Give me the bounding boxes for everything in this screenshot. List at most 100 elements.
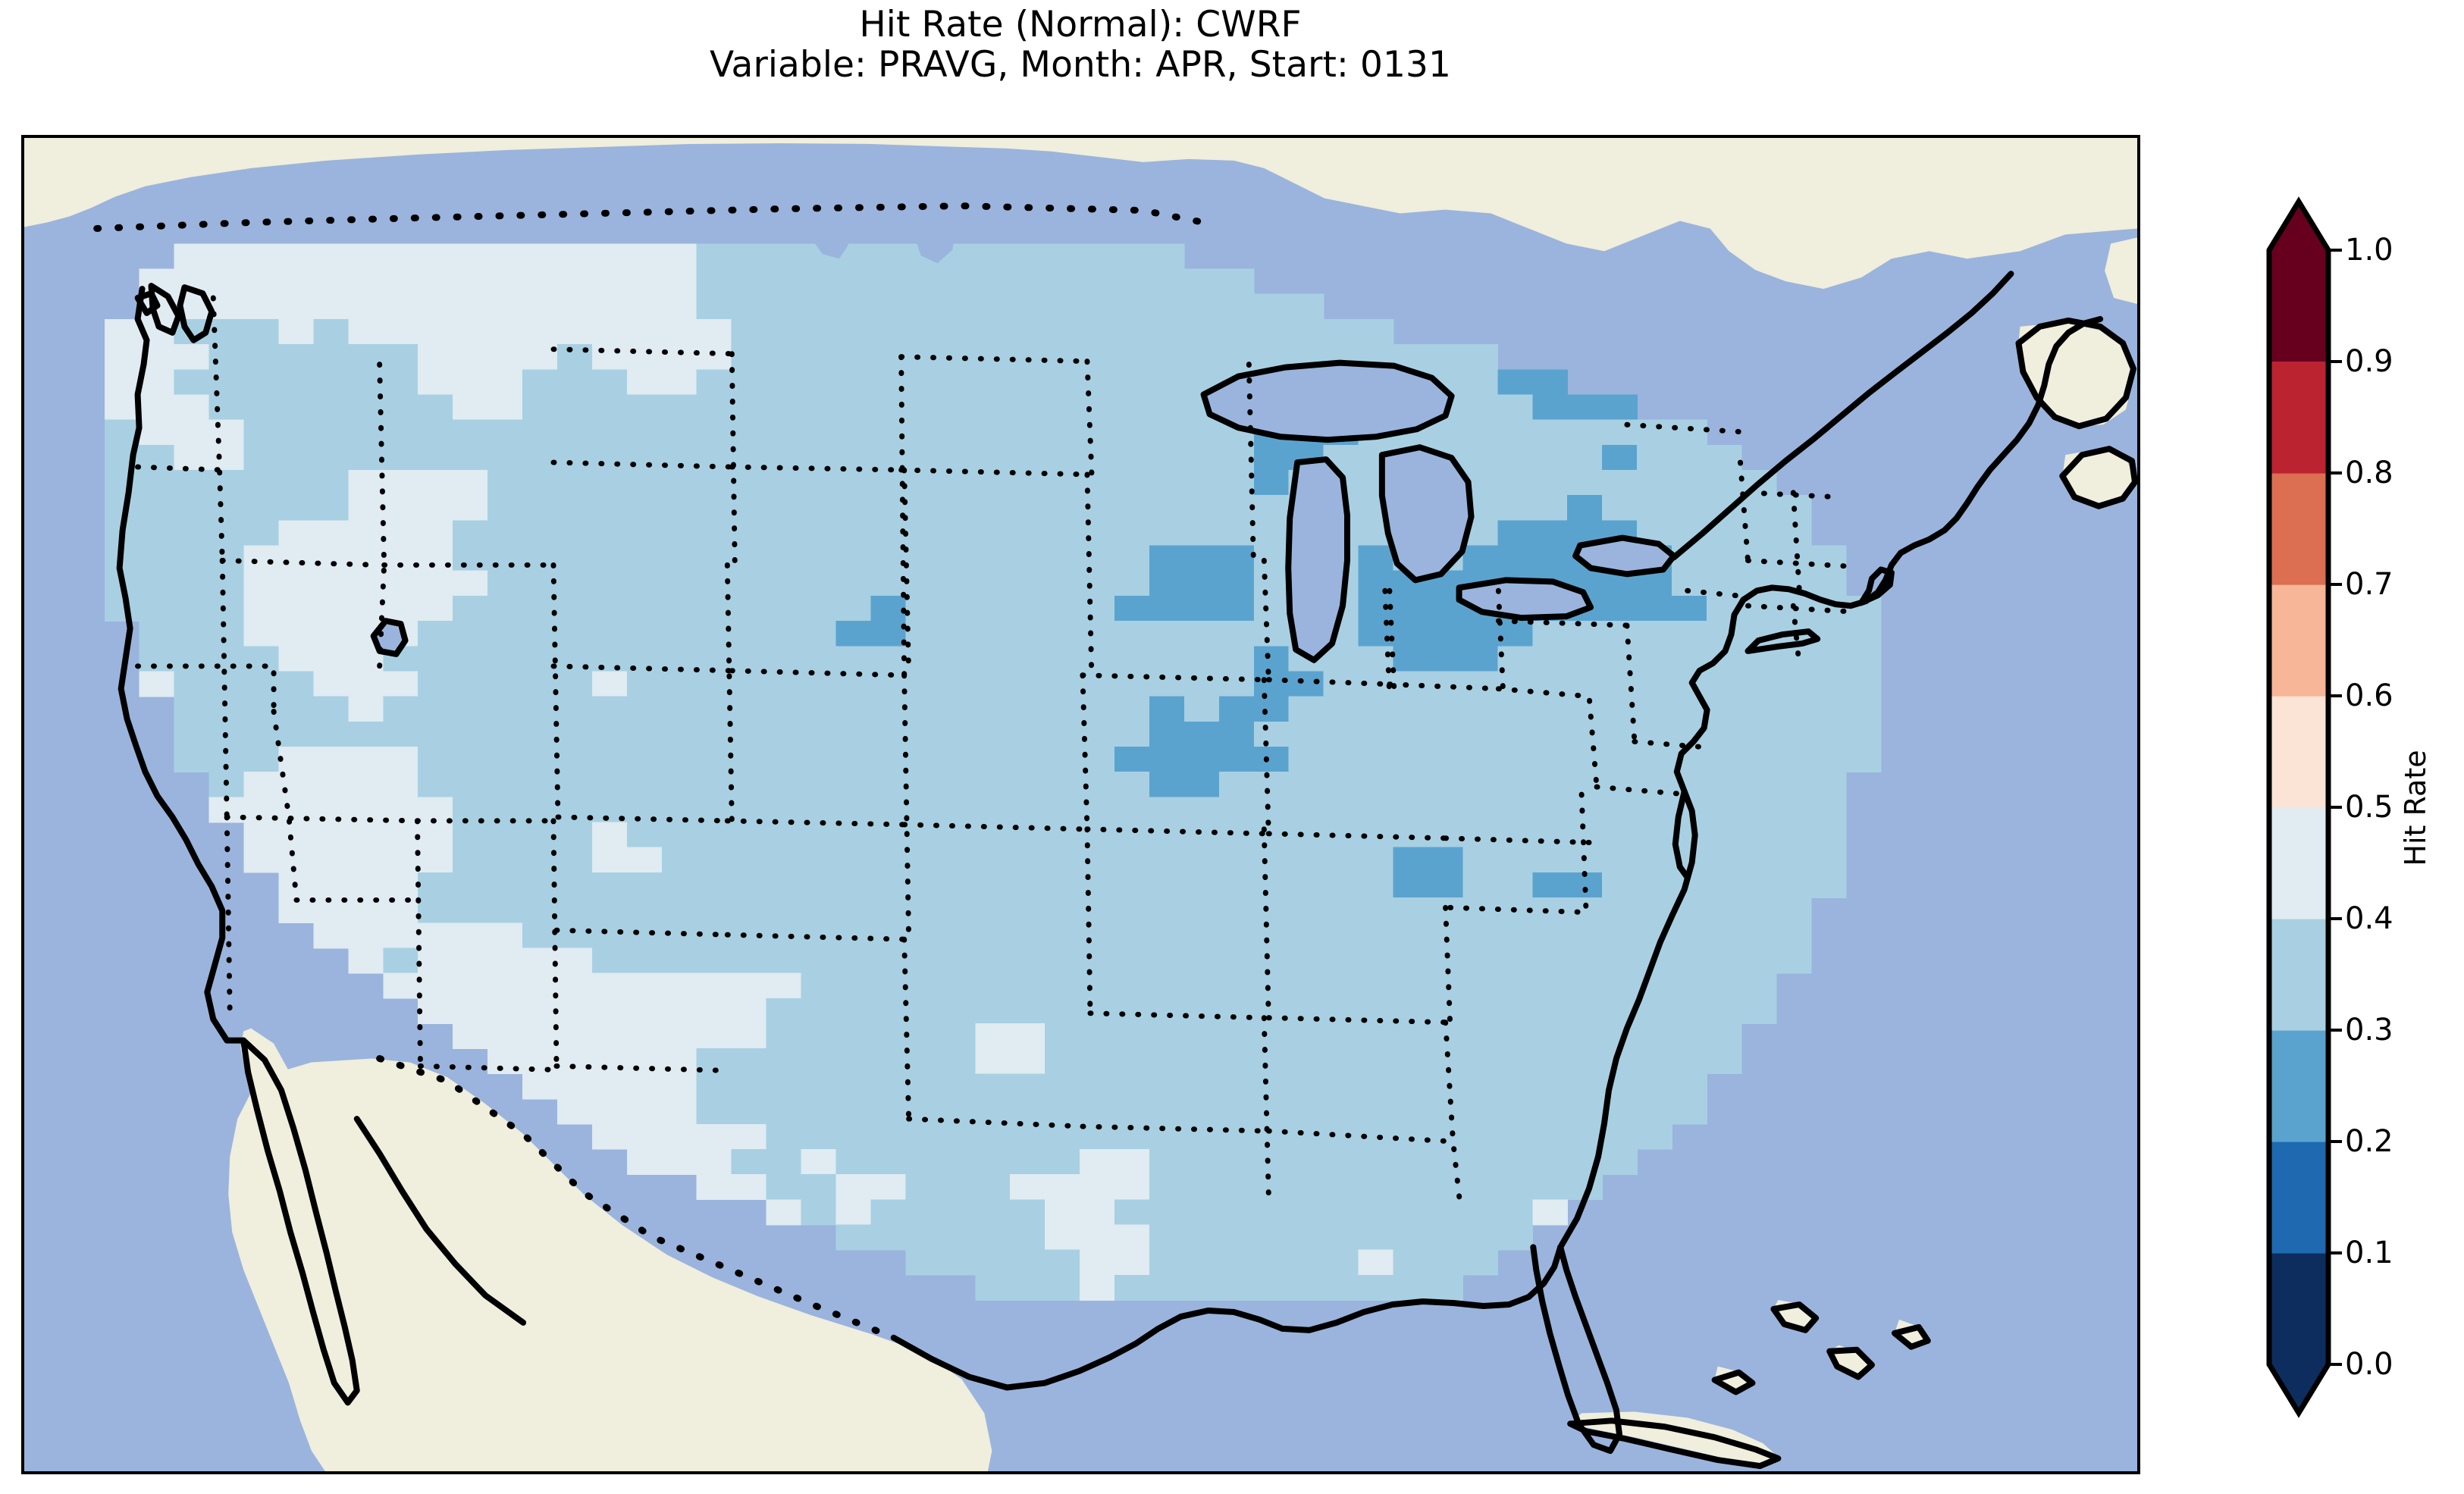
data-cell (1393, 595, 1429, 622)
data-cell (835, 621, 872, 647)
data-cell (1010, 847, 1045, 873)
data-cell (1323, 822, 1359, 848)
data-cell (731, 318, 767, 345)
data-cell (696, 772, 732, 798)
data-cell (1462, 1048, 1499, 1075)
data-cell (731, 470, 767, 496)
data-cell (383, 822, 419, 848)
data-cell (1672, 922, 1707, 949)
data-cell (1776, 772, 1812, 798)
data-cell (243, 570, 280, 597)
data-cell (766, 922, 802, 949)
data-cell (870, 998, 907, 1024)
data-cell (243, 243, 280, 270)
data-cell (1706, 570, 1742, 597)
data-cell (1358, 1148, 1394, 1175)
data-cell (975, 747, 1011, 772)
data-cell (1497, 369, 1534, 396)
data-cell (313, 696, 350, 722)
data-cell (453, 847, 488, 873)
data-cell (591, 646, 628, 672)
colorbar-tick-label: 0.4 (2345, 901, 2393, 936)
data-cell (278, 369, 315, 396)
data-cell (278, 243, 315, 270)
data-cell (487, 621, 523, 647)
state-border (901, 936, 912, 1122)
map-canvas[interactable] (24, 138, 2137, 1471)
map-axes[interactable] (21, 135, 2140, 1474)
data-cell (1183, 419, 1220, 446)
data-cell (835, 419, 872, 446)
data-cell (1288, 847, 1324, 873)
data-cell (696, 419, 732, 446)
state-border (1087, 1010, 1267, 1021)
data-cell (174, 545, 210, 572)
data-cell (1045, 394, 1080, 421)
data-cell (940, 973, 977, 999)
data-cell (418, 847, 453, 873)
colorbar-tick-label: 0.0 (2345, 1347, 2393, 1382)
data-cell (522, 897, 558, 924)
data-cell (1253, 772, 1290, 798)
data-cell (1149, 520, 1185, 547)
data-cell (1080, 646, 1115, 672)
data-cell (766, 797, 802, 823)
colorbar[interactable]: 0.0 0.1 0.2 0.3 0.4 0.5 0.6 0.7 0.8 0.9 1.0 (2266, 196, 2393, 1418)
data-cell (626, 243, 663, 270)
data-cell (1253, 721, 1290, 747)
data-cell (1080, 998, 1115, 1024)
data-cell (1218, 1199, 1255, 1226)
data-cell (626, 747, 663, 772)
state-border (1578, 791, 1589, 915)
data-cell (522, 394, 558, 421)
data-cell (1532, 973, 1569, 999)
data-cell (522, 243, 558, 270)
colorbar-tick-label: 0.7 (2345, 567, 2393, 602)
data-cell (1114, 444, 1150, 471)
data-cell (940, 1249, 977, 1276)
data-cell (591, 1023, 628, 1049)
data-cell (1358, 1224, 1394, 1251)
data-cell (1741, 973, 1777, 999)
data-cell (313, 369, 350, 396)
data-cell (1253, 747, 1290, 772)
data-cell (801, 595, 837, 622)
data-cell (801, 470, 837, 496)
data-cell (1045, 268, 1080, 295)
data-cell (174, 721, 210, 747)
data-cell (835, 646, 872, 672)
data-cell (1323, 847, 1359, 873)
data-cell (905, 495, 942, 521)
data-cell (1602, 897, 1638, 924)
data-cell (1323, 897, 1359, 924)
data-cell (1567, 1098, 1603, 1125)
data-cell (1183, 897, 1220, 924)
data-cell (1462, 998, 1499, 1024)
data-cell (1253, 1224, 1290, 1251)
data-cell (1045, 621, 1080, 647)
data-cell (418, 444, 453, 471)
data-cell (1532, 1174, 1569, 1201)
data-cell (870, 1023, 907, 1049)
state-border (550, 818, 560, 1069)
data-cell (1080, 344, 1115, 371)
data-cell (1080, 1249, 1115, 1276)
data-cell (731, 897, 767, 924)
data-cell (1114, 973, 1150, 999)
data-cell (556, 772, 593, 798)
data-cell (591, 520, 628, 547)
data-cell (313, 621, 350, 647)
data-cell (1218, 847, 1255, 873)
data-cell (1080, 293, 1115, 320)
data-cell (626, 671, 663, 697)
colorbar-band (2269, 202, 2328, 362)
data-cell (1114, 1048, 1150, 1075)
data-cell (383, 268, 419, 295)
state-border (729, 351, 738, 568)
data-cell (1288, 1199, 1324, 1226)
data-cell (208, 595, 245, 622)
data-cell (522, 772, 558, 798)
data-cell (1706, 1048, 1742, 1075)
data-cell (766, 947, 802, 974)
data-cell (835, 1048, 872, 1075)
